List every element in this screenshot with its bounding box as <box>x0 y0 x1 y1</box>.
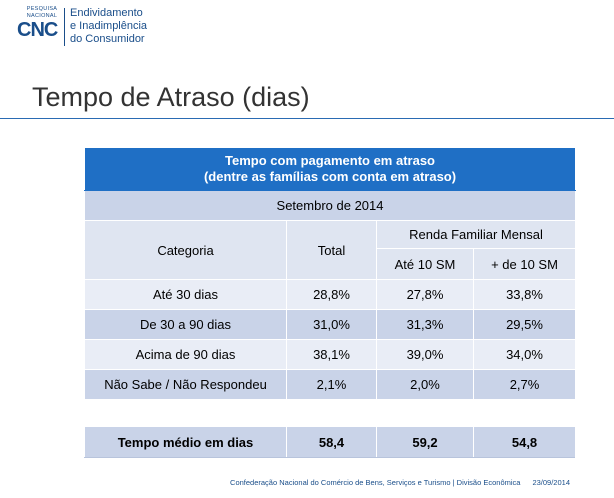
table-bottom-rule <box>84 457 575 458</box>
summary-total: 58,4 <box>286 426 377 458</box>
row-ate10: 39,0% <box>376 339 474 370</box>
column-subheader-row: Até 10 SM + de 10 SM <box>85 248 577 280</box>
row-total: 31,0% <box>286 309 377 340</box>
summary-mais10: 54,8 <box>472 426 577 458</box>
col-header-categoria: Categoria <box>84 220 287 280</box>
table-row: De 30 a 90 dias 31,0% 31,3% 29,5% <box>84 309 577 340</box>
footer-date: 23/09/2014 <box>532 478 570 487</box>
summary-ate10: 59,2 <box>376 426 474 458</box>
row-total: 2,1% <box>286 369 377 400</box>
table-spacer <box>84 399 576 427</box>
table-row: Até 30 dias 28,8% 27,8% 33,8% <box>84 279 577 310</box>
logo-line1: Endividamento <box>70 7 143 19</box>
table-header: Tempo com pagamento em atraso (dentre as… <box>83 147 577 191</box>
col-header-renda: Renda Familiar Mensal <box>375 219 577 250</box>
row-ate10: 27,8% <box>376 279 474 310</box>
row-categoria: Acima de 90 dias <box>84 339 287 370</box>
data-table: Tempo com pagamento em atraso (dentre as… <box>83 147 577 458</box>
row-mais10: 2,7% <box>472 369 577 400</box>
title-divider <box>0 118 614 119</box>
table-header-line1: Tempo com pagamento em atraso <box>225 153 435 168</box>
footer: Confederação Nacional do Comércio de Ben… <box>230 478 570 487</box>
row-categoria: Não Sabe / Não Respondeu <box>84 369 287 400</box>
logo-line2: e Inadimplência <box>70 20 148 32</box>
logo-small-text: PESQUISA NACIONAL <box>22 6 62 20</box>
row-mais10: 34,0% <box>472 339 577 370</box>
summary-label: Tempo médio em dias <box>84 426 287 458</box>
period-row: Setembro de 2014 <box>83 190 577 221</box>
period-label: Setembro de 2014 <box>83 190 577 221</box>
row-ate10: 2,0% <box>376 369 474 400</box>
logo-small-line2: NACIONAL <box>26 13 58 19</box>
logo-divider <box>64 8 65 46</box>
column-header-row: Categoria Total Renda Familiar Mensal <box>84 219 577 280</box>
table-row: Acima de 90 dias 38,1% 39,0% 34,0% <box>84 339 577 370</box>
row-mais10: 33,8% <box>472 279 577 310</box>
slide-title: Tempo de Atraso (dias) <box>32 82 310 112</box>
table-header-line2: (dentre as famílias com conta em atraso) <box>203 169 457 184</box>
summary-row: Tempo médio em dias 58,4 59,2 54,8 <box>84 426 577 458</box>
row-total: 28,8% <box>286 279 377 310</box>
logo-acronym: CNC <box>17 19 58 41</box>
row-ate10: 31,3% <box>376 309 474 340</box>
table-header-row: Tempo com pagamento em atraso (dentre as… <box>83 147 577 191</box>
row-mais10: 29,5% <box>472 309 577 340</box>
logo-small-line1: PESQUISA <box>26 6 58 12</box>
table-row: Não Sabe / Não Respondeu 2,1% 2,0% 2,7% <box>84 369 577 400</box>
row-total: 38,1% <box>286 339 377 370</box>
logo-line3: do Consumidor <box>70 33 145 45</box>
logo-lines: Endividamento e Inadimplência do Consumi… <box>70 7 147 46</box>
col-header-mais10: + de 10 SM <box>472 248 577 280</box>
cnc-logo: PESQUISA NACIONAL CNC Endividamento e In… <box>14 6 214 50</box>
row-categoria: Até 30 dias <box>84 279 287 310</box>
row-categoria: De 30 a 90 dias <box>84 309 287 340</box>
data-table-container: Tempo com pagamento em atraso (dentre as… <box>83 147 577 458</box>
footer-org: Confederação Nacional do Comércio de Ben… <box>230 478 521 487</box>
col-header-ate10: Até 10 SM <box>376 248 474 280</box>
col-header-total: Total <box>286 220 377 280</box>
spacer-cell <box>84 399 576 427</box>
